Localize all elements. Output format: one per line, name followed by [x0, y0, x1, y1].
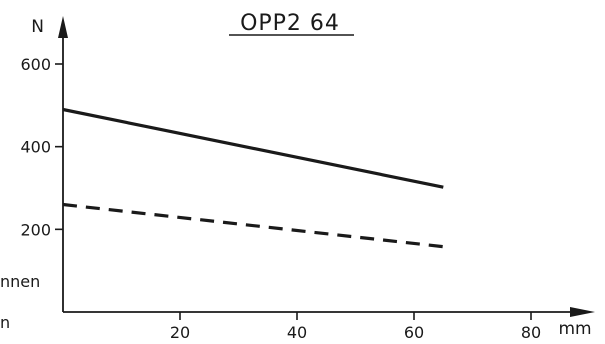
chart-title: OPP2 64	[240, 11, 340, 36]
x-axis-arrow-icon	[570, 307, 595, 317]
side-label-2: n	[0, 313, 10, 332]
x-tick-label: 80	[521, 323, 541, 342]
y-tick-label: 200	[20, 220, 51, 239]
series-line-solid	[62, 107, 444, 189]
x-axis-label: mm	[558, 319, 591, 339]
x-tick-label: 40	[287, 323, 307, 342]
y-tick-label: 400	[20, 138, 51, 157]
side-label-1: nnen	[0, 272, 40, 291]
y-axis-label: N	[31, 17, 44, 37]
x-tick-label: 60	[404, 323, 424, 342]
x-tick-label: 20	[170, 323, 190, 342]
series-line-dashed	[62, 202, 444, 249]
y-axis-arrow-icon	[58, 16, 68, 38]
y-tick-label: 600	[20, 55, 51, 74]
